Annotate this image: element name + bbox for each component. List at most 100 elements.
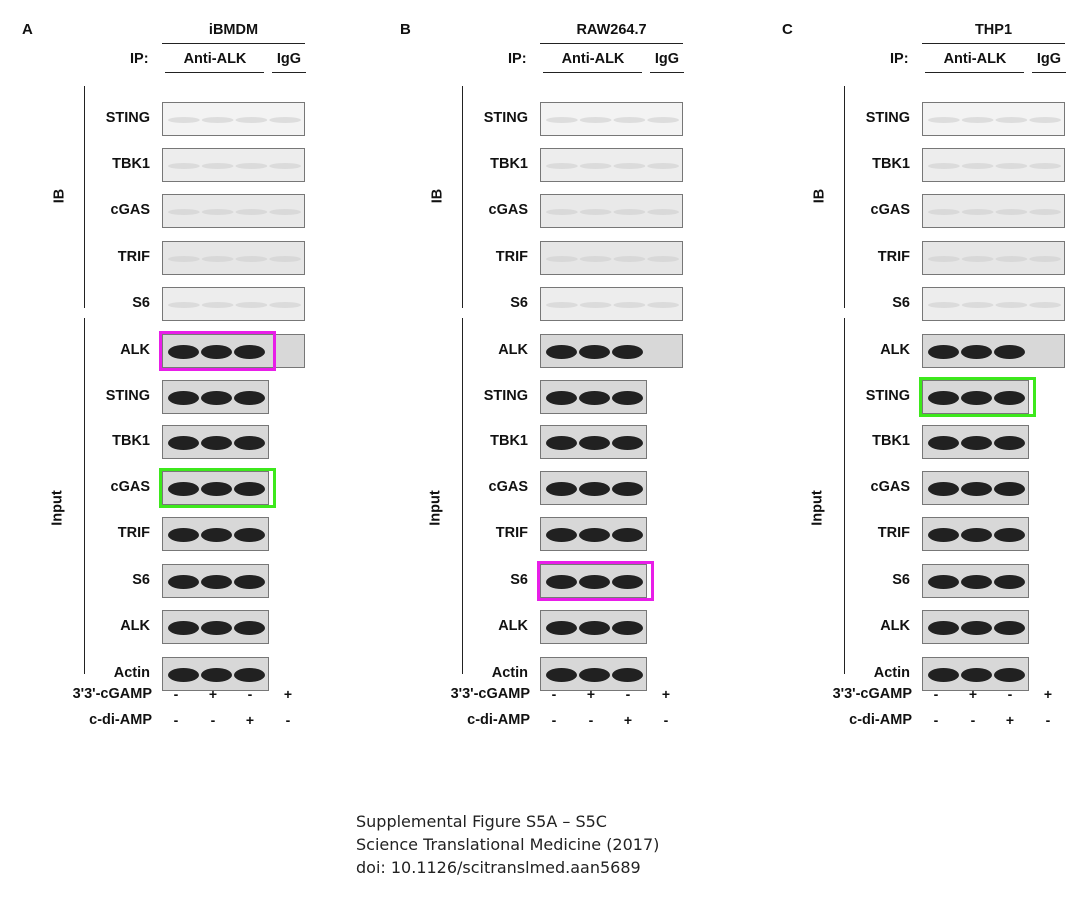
protein-band	[546, 256, 578, 262]
protein-band	[928, 117, 960, 123]
blot-input-sting	[162, 380, 269, 414]
protein-band	[201, 345, 232, 359]
protein-band	[995, 209, 1028, 215]
row-label-s6: S6	[892, 572, 910, 588]
treatment-sign: -	[173, 686, 179, 702]
protein-band	[612, 621, 643, 635]
ip-anti-alk-label: Anti-ALK	[561, 51, 625, 67]
protein-band	[546, 668, 577, 682]
protein-band	[612, 528, 643, 542]
blot-input-alk	[540, 610, 647, 644]
row-label-sting: STING	[865, 388, 910, 404]
row-label-tbk1: TBK1	[112, 433, 150, 449]
row-label-tbk1: TBK1	[872, 433, 910, 449]
ib-bracket	[84, 86, 85, 308]
blot-input-cgas	[162, 471, 269, 505]
row-label-tbk1: TBK1	[872, 156, 910, 172]
blot-ib-cgas	[922, 194, 1065, 228]
protein-band	[579, 621, 610, 635]
row-label-alk: ALK	[880, 342, 910, 358]
protein-band	[234, 482, 265, 496]
protein-band	[201, 528, 232, 542]
protein-band	[269, 256, 301, 262]
protein-band	[235, 163, 268, 169]
protein-band	[168, 345, 199, 359]
protein-band	[269, 302, 301, 308]
protein-band	[612, 575, 643, 589]
row-label-cgas: cGAS	[870, 202, 911, 218]
cell-line-label: RAW264.7	[576, 22, 647, 38]
protein-band	[928, 256, 960, 262]
protein-band	[928, 575, 959, 589]
protein-band	[201, 668, 232, 682]
panel-letter: A	[22, 21, 33, 38]
protein-band	[579, 345, 610, 359]
blot-ib-sting	[922, 102, 1065, 136]
protein-band	[546, 302, 578, 308]
row-label-actin: Actin	[873, 665, 910, 681]
protein-band	[928, 209, 960, 215]
protein-band	[613, 117, 646, 123]
treatment-sign: +	[208, 686, 218, 702]
protein-band	[546, 117, 578, 123]
row-label-sting: STING	[483, 388, 528, 404]
row-label-s6: S6	[132, 295, 150, 311]
protein-band	[168, 117, 200, 123]
protein-band	[612, 345, 643, 359]
figure-caption: Supplemental Figure S5A – S5C Science Tr…	[356, 810, 659, 879]
cell-line-underline	[162, 43, 305, 44]
protein-band	[613, 302, 646, 308]
blot-input-alk	[922, 334, 1065, 368]
treatment-sign: -	[247, 686, 253, 702]
row-label-sting: STING	[105, 388, 150, 404]
protein-band	[168, 163, 200, 169]
blot-ib-cgas	[162, 194, 305, 228]
row-label-s6: S6	[892, 295, 910, 311]
blot-input-actin	[540, 657, 647, 691]
blot-input-alk	[922, 610, 1029, 644]
blot-input-sting	[540, 380, 647, 414]
protein-band	[961, 209, 994, 215]
blot-input-alk	[162, 334, 305, 368]
treatment-label: c-di-AMP	[467, 712, 530, 728]
treatment-label: 3'3'-cGAMP	[450, 686, 530, 702]
protein-band	[234, 621, 265, 635]
protein-band	[168, 575, 199, 589]
protein-band	[579, 391, 610, 405]
blot-input-trif	[922, 517, 1029, 551]
protein-band	[1029, 302, 1061, 308]
row-label-alk: ALK	[498, 618, 528, 634]
input-bracket	[462, 318, 463, 674]
blot-ib-s6	[162, 287, 305, 321]
protein-band	[928, 482, 959, 496]
protein-band	[168, 391, 199, 405]
protein-band	[928, 391, 959, 405]
protein-band	[995, 256, 1028, 262]
row-label-cgas: cGAS	[488, 479, 529, 495]
protein-band	[961, 668, 992, 682]
protein-band	[168, 668, 199, 682]
row-label-tbk1: TBK1	[112, 156, 150, 172]
protein-band	[546, 482, 577, 496]
row-label-alk: ALK	[880, 618, 910, 634]
blot-input-tbk1	[922, 425, 1029, 459]
row-label-cgas: cGAS	[110, 479, 151, 495]
protein-band	[234, 436, 265, 450]
protein-band	[961, 436, 992, 450]
ip-igg-label: IgG	[1036, 51, 1062, 67]
protein-band	[235, 209, 268, 215]
treatment-sign: +	[661, 686, 671, 702]
protein-band	[1029, 117, 1061, 123]
protein-band	[201, 482, 232, 496]
panel-b: B RAW264.7 IP: Anti-ALK IgG IB Input STING TBK1 c…	[378, 0, 718, 760]
highlight-box	[159, 468, 276, 508]
row-label-trif: TRIF	[117, 525, 150, 541]
treatment-label: 3'3'-cGAMP	[72, 686, 152, 702]
protein-band	[201, 621, 232, 635]
ip-label: IP:	[508, 51, 527, 67]
row-label-cgas: cGAS	[488, 202, 529, 218]
protein-band	[579, 575, 610, 589]
protein-band	[201, 575, 232, 589]
protein-band	[168, 436, 199, 450]
protein-band	[994, 528, 1025, 542]
